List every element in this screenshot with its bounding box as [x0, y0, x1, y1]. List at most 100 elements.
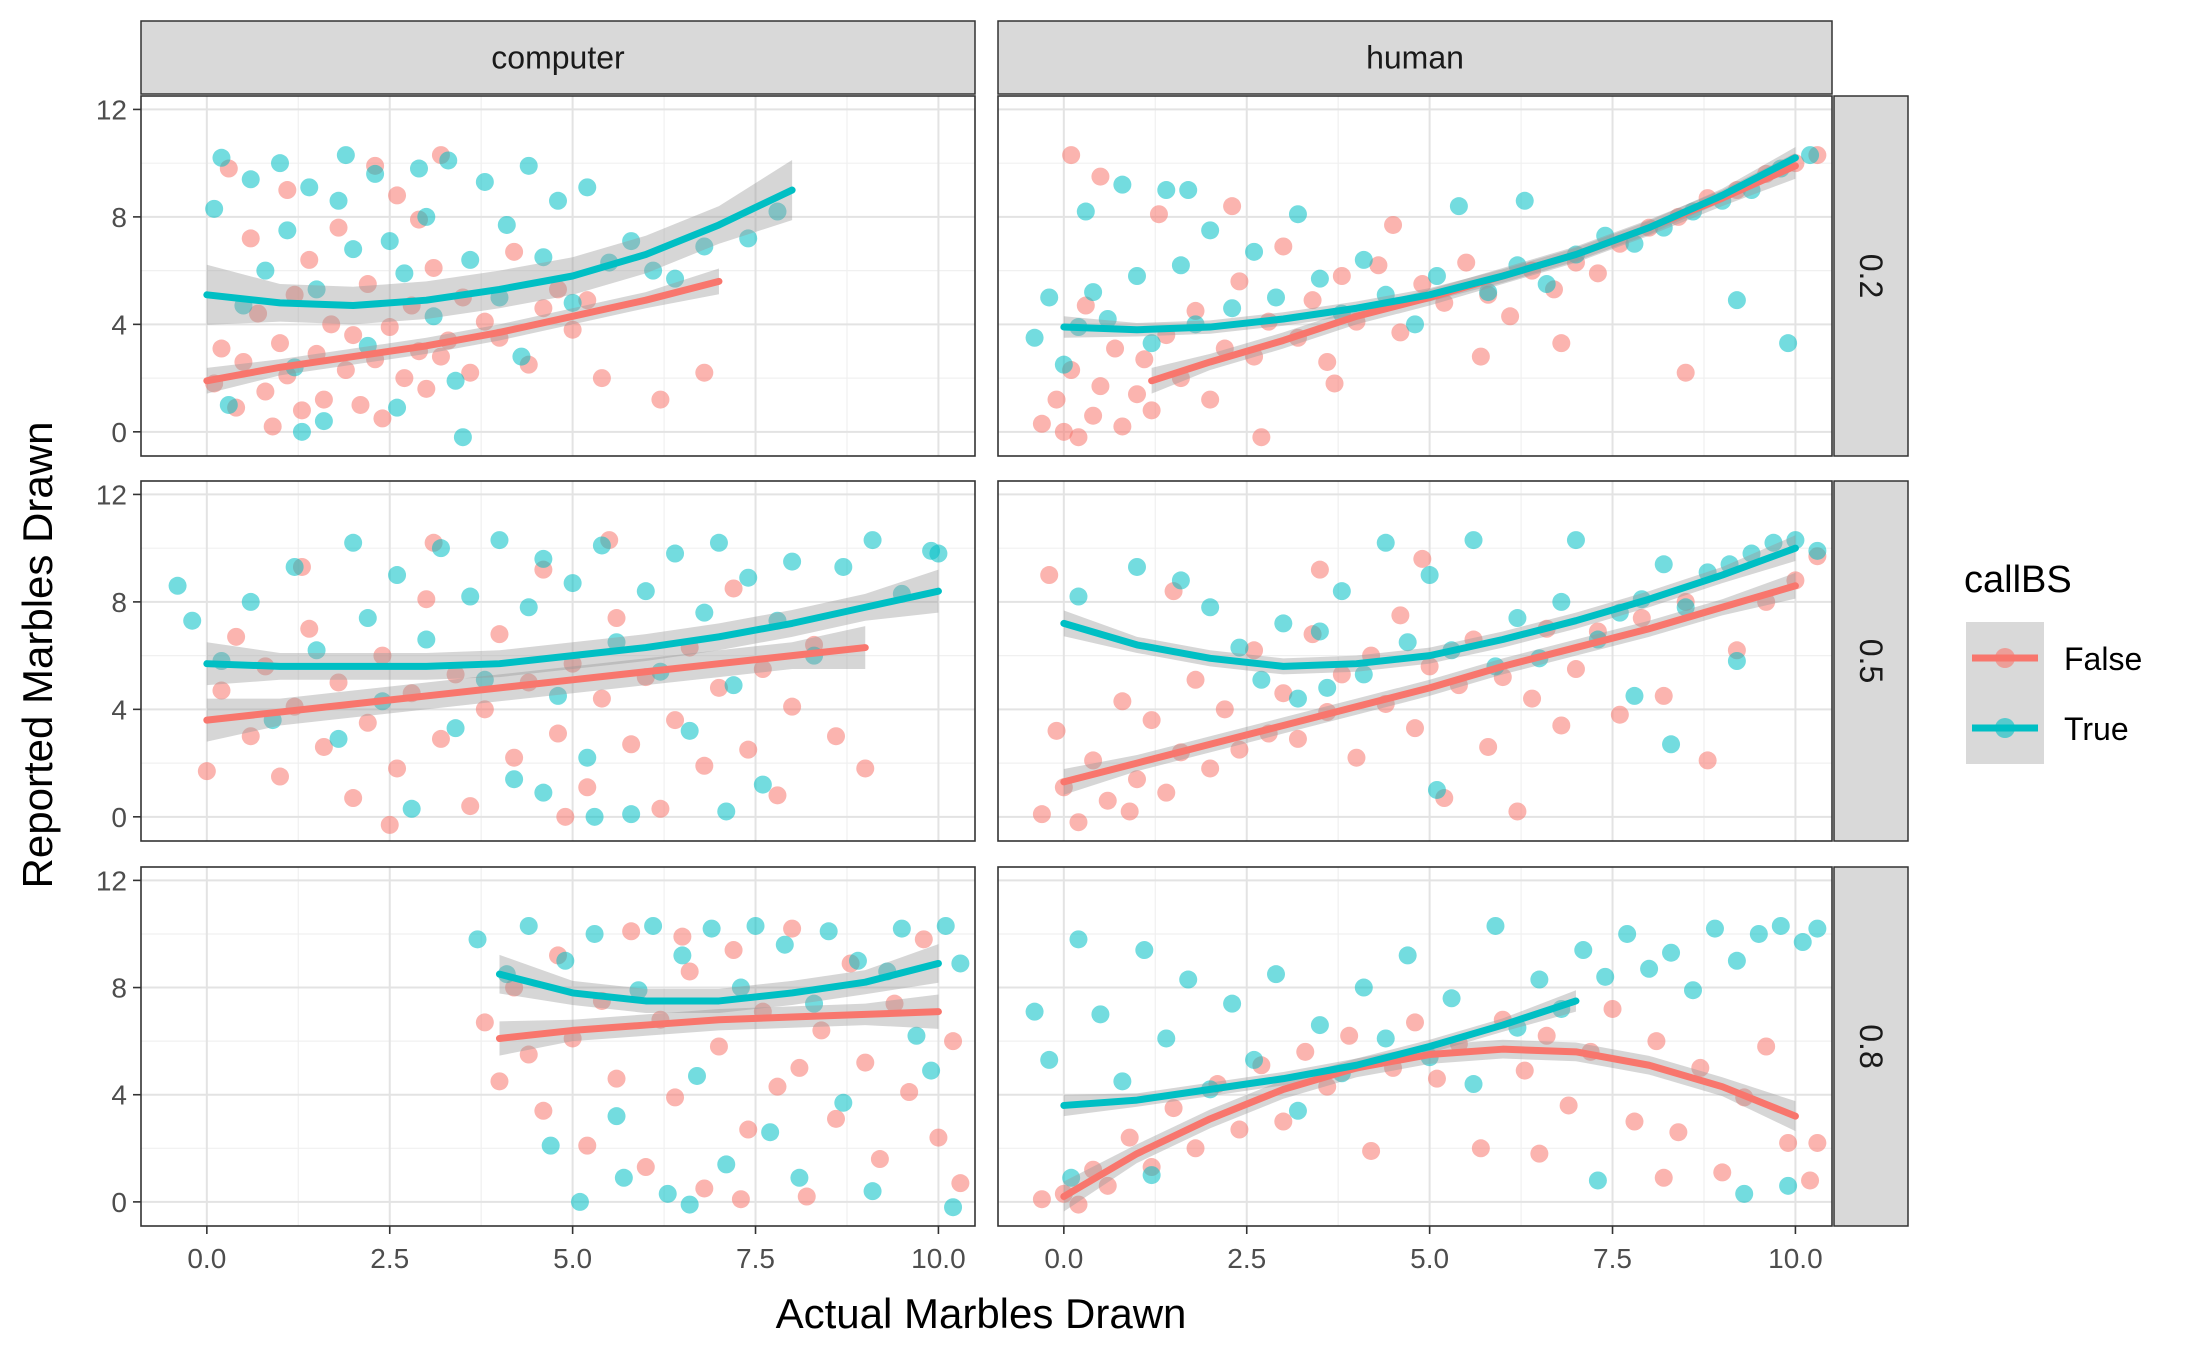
data-point-true — [417, 207, 436, 226]
data-point-false — [592, 369, 611, 388]
data-point-false — [505, 242, 524, 261]
data-point-true — [1113, 1072, 1132, 1091]
data-point-true — [1245, 1050, 1264, 1069]
data-point-false — [1654, 686, 1673, 705]
data-point-true — [892, 919, 911, 938]
data-point-false — [592, 689, 611, 708]
data-point-true — [1245, 242, 1264, 261]
y-tick-label: 4 — [111, 694, 127, 725]
data-point-true — [1252, 670, 1271, 689]
data-point-true — [212, 148, 231, 167]
data-point-false — [1274, 237, 1293, 256]
data-point-false — [900, 1083, 919, 1102]
data-point-false — [695, 1179, 714, 1198]
row-strip-label: 0.5 — [1853, 639, 1889, 683]
data-point-false — [1523, 689, 1542, 708]
data-point-false — [505, 748, 524, 767]
data-point-false — [695, 756, 714, 775]
row-strip-label: 0.2 — [1853, 254, 1889, 298]
data-point-false — [388, 186, 407, 205]
data-point-true — [497, 215, 516, 234]
data-point-true — [834, 557, 853, 576]
data-point-false — [1201, 390, 1220, 409]
confidence-band-false — [499, 994, 939, 1056]
data-point-true — [658, 1184, 677, 1203]
data-point-false — [578, 778, 597, 797]
data-point-true — [1676, 598, 1695, 617]
data-point-false — [1040, 566, 1059, 585]
data-point-false — [505, 978, 524, 997]
data-point-true — [1552, 592, 1571, 611]
data-point-true — [1625, 234, 1644, 253]
data-point-false — [1113, 417, 1132, 436]
data-point-false — [300, 619, 319, 638]
data-point-true — [592, 536, 611, 555]
data-point-false — [1128, 770, 1146, 789]
data-point-true — [453, 428, 472, 447]
row-strip-0.5 — [1833, 480, 1909, 842]
data-point-false — [344, 326, 363, 345]
data-point-true — [358, 609, 377, 628]
data-point-false — [914, 930, 933, 949]
data-point-true — [1808, 919, 1827, 938]
data-point-false — [1142, 401, 1161, 420]
data-point-true — [1223, 994, 1242, 1013]
data-point-true — [1310, 269, 1329, 288]
confidence-band-false — [1063, 572, 1796, 795]
data-point-false — [417, 590, 436, 609]
fit-line-false — [203, 644, 869, 724]
data-point-false — [1318, 1077, 1337, 1096]
data-point-true — [578, 748, 597, 767]
x-tick-label: 5.0 — [1410, 1243, 1449, 1274]
data-point-true — [1310, 622, 1329, 641]
data-point-false — [885, 994, 904, 1013]
data-point-false — [1471, 347, 1490, 366]
data-point-false — [256, 382, 275, 401]
data-point-false — [1332, 267, 1351, 285]
data-point-true — [695, 603, 714, 622]
y-tick-label: 4 — [111, 1080, 127, 1111]
data-point-true — [695, 237, 714, 256]
data-point-false — [1113, 692, 1132, 711]
data-point-false — [951, 1174, 970, 1193]
y-tick-label: 0 — [111, 417, 127, 448]
fit-line-true — [203, 587, 942, 670]
data-point-true — [1376, 533, 1395, 552]
y-tick-label: 12 — [96, 479, 127, 510]
data-point-false — [1252, 428, 1271, 447]
data-point-false — [1091, 377, 1110, 396]
data-point-false — [1588, 264, 1607, 283]
data-point-false — [1625, 1112, 1644, 1131]
data-point-true — [417, 630, 436, 649]
data-point-false — [1808, 1133, 1827, 1152]
data-point-true — [783, 552, 802, 571]
data-point-false — [870, 1150, 889, 1169]
data-point-true — [1201, 598, 1220, 617]
data-point-false — [1427, 1069, 1446, 1088]
data-point-false — [1120, 802, 1139, 821]
data-point-false — [1552, 716, 1571, 735]
data-point-true — [475, 670, 494, 689]
data-point-true — [1310, 1016, 1329, 1035]
data-point-true — [1705, 919, 1724, 938]
data-point-true — [388, 566, 407, 585]
confidence-band-true — [206, 569, 939, 686]
data-point-true — [1464, 531, 1483, 550]
data-point-true — [570, 1192, 589, 1211]
confidence-band-false — [1063, 1039, 1796, 1212]
data-point-true — [285, 557, 304, 576]
data-point-false — [1032, 1190, 1051, 1209]
data-point-true — [329, 729, 348, 748]
column-strip-label: human — [1366, 40, 1464, 76]
data-point-true — [1091, 1005, 1110, 1024]
data-point-true — [519, 156, 538, 175]
data-point-true — [1727, 291, 1746, 310]
data-point-true — [183, 611, 202, 630]
data-point-true — [1420, 566, 1439, 585]
data-point-true — [461, 250, 480, 269]
y-tick-label: 8 — [111, 202, 127, 233]
data-point-true — [366, 164, 385, 183]
data-point-true — [622, 232, 641, 251]
data-point-true — [1267, 288, 1285, 307]
